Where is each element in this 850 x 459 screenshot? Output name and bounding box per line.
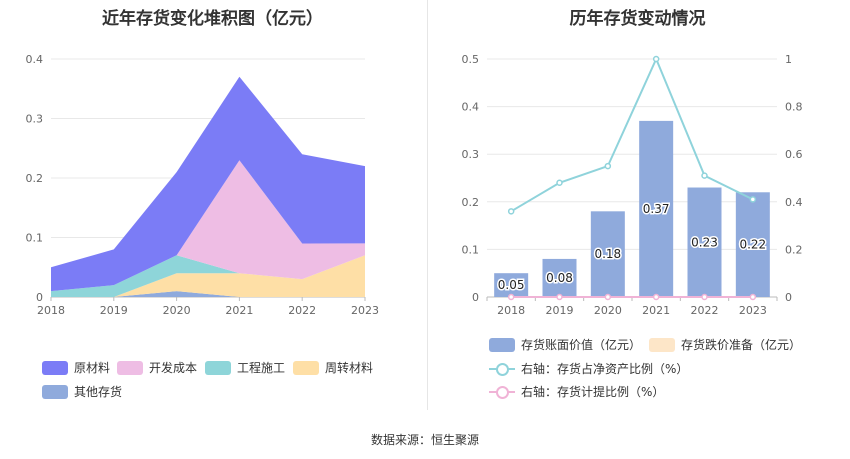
area-engineering [51,255,365,297]
legend-swatch [489,337,515,352]
legend-impairment[interactable]: 存货跌价准备（亿元） [649,336,801,353]
bar [687,187,722,297]
bar-data-label: 0.05 [498,278,525,292]
y2-tick-label: 0.2 [785,243,803,256]
x-tick-label: 2022 [288,304,316,317]
legend-development-cost[interactable]: 开发成本 [117,359,197,376]
y-tick-label: 0 [472,291,479,304]
bar-data-label: 0.08 [546,271,573,285]
y-tick-label: 0.4 [26,53,44,66]
line-net-asset-ratio [510,56,754,213]
x-tick-label: 2021 [225,304,253,317]
point-provision-ratio [507,293,515,301]
legend-other-inventory[interactable]: 其他存货 [42,383,122,400]
y-tick-label: 0.1 [462,243,480,256]
point-net-asset-ratio [749,196,757,203]
legend-swatch [117,360,143,375]
x-tick-label: 2018 [497,304,525,317]
bar [735,192,770,297]
legend-label: 右轴：存货占净资产比例（%） [521,362,689,376]
x-tick-label: 2019 [546,304,574,317]
bar [590,211,625,297]
point-net-asset-ratio [507,208,515,215]
legend-label: 原材料 [74,361,111,375]
y-tick-label: 0.4 [462,101,480,114]
x-tick-label: 2020 [594,304,622,317]
bar-data-label: 0.37 [643,202,670,216]
legend-line-icon [489,362,515,376]
x-tick-label: 2021 [642,304,670,317]
x-tick-label: 2022 [691,304,719,317]
point-provision-ratio [749,293,757,301]
legend-book-value[interactable]: 存货账面价值（亿元） [489,336,641,353]
legend-label: 其他存货 [74,385,123,399]
y-tick-label: 0.2 [462,196,480,209]
y2-tick-label: 1 [785,53,792,66]
y2-tick-label: 0.4 [785,196,803,209]
legend-label: 存货跌价准备（亿元） [681,338,802,352]
legend-turnover-materials[interactable]: 周转材料 [293,359,373,376]
y-tick-label: 0.5 [462,53,480,66]
legend-swatch [205,360,231,375]
y2-tick-label: 0.6 [785,148,803,161]
point-net-asset-ratio [604,162,612,170]
y-tick-label: 0.2 [26,172,44,185]
legend-engineering[interactable]: 工程施工 [205,359,285,376]
point-provision-ratio [604,293,612,301]
legend-provision-ratio[interactable]: 右轴：存货计提比例（%） [489,383,664,400]
y-tick-label: 0.3 [462,148,480,161]
legend-swatch [42,360,68,375]
area-turnover-materials [51,255,365,297]
legend-label: 开发成本 [149,361,198,375]
data-source: 数据来源：恒生聚源 [370,433,479,447]
x-tick-label: 2019 [100,304,128,317]
legend-swatch [293,360,319,375]
legend-net-asset-ratio[interactable]: 右轴：存货占净资产比例（%） [489,360,688,377]
x-tick-label: 2023 [351,304,379,317]
x-tick-label: 2020 [163,304,191,317]
bar-data-label: 0.18 [594,247,621,261]
right-chart-title: 历年存货变动情况 [569,9,706,29]
y-tick-label: 0.3 [26,113,44,126]
bar-data-label: 0.22 [739,238,766,252]
point-net-asset-ratio [556,179,563,187]
panel-divider [427,0,428,410]
legend-raw-materials[interactable]: 原材料 [42,359,110,376]
bar [494,273,529,297]
x-tick-label: 2018 [37,304,65,317]
legend-label: 周转材料 [325,361,374,375]
bar [639,120,674,297]
legend-swatch [649,337,675,352]
legend-swatch [42,384,68,399]
x-tick-label: 2023 [739,304,767,317]
y-tick-label: 0.1 [26,232,44,245]
y2-tick-label: 0 [785,291,792,304]
area-development-cost [51,160,365,292]
point-net-asset-ratio [652,55,660,63]
point-provision-ratio [701,293,708,301]
bar-data-label: 0.23 [691,235,718,249]
bar [542,258,577,297]
area-raw-materials [51,76,365,292]
area-other-inventory [51,291,365,297]
legend-label: 右轴：存货计提比例（%） [521,385,665,399]
y-tick-label: 0 [36,291,43,304]
left-chart-title: 近年存货变化堆积图（亿元） [102,9,323,29]
legend-label: 工程施工 [237,361,286,375]
y2-tick-label: 0.8 [785,101,803,114]
point-provision-ratio [652,293,660,301]
legend-line-icon [489,385,515,399]
legend-label: 存货账面价值（亿元） [521,338,642,352]
point-net-asset-ratio [701,172,708,179]
point-provision-ratio [556,293,563,301]
